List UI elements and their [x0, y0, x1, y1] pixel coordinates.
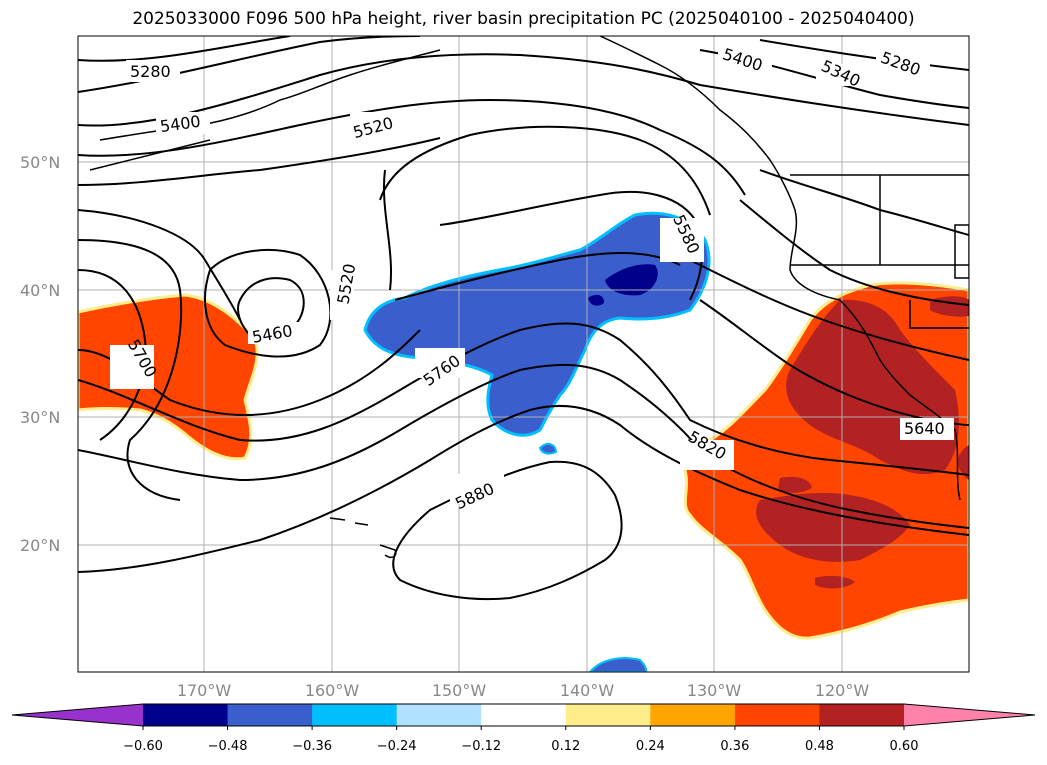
- lat-label-20n: 20°N: [20, 536, 60, 555]
- colorbar-segment: [650, 704, 736, 726]
- lat-label-30n: 30°N: [20, 408, 60, 427]
- lon-label-140w: 140°W: [560, 681, 615, 700]
- colorbar-tick-label: −0.36: [292, 739, 332, 754]
- colorbar-tick-label: −0.48: [208, 739, 248, 754]
- lon-label-160w: 160°W: [305, 681, 360, 700]
- contour-label-5280-west: 5280: [130, 62, 171, 81]
- colorbar-tick-label: 0.12: [551, 739, 580, 754]
- colorbar-segment: [565, 704, 651, 726]
- lat-labels: 50°N 40°N 30°N 20°N: [20, 153, 60, 555]
- colorbar-segment: [227, 704, 313, 726]
- colorbar-segments: [12, 704, 1035, 726]
- colorbar-tick-label: −0.60: [123, 739, 163, 754]
- lat-label-50n: 50°N: [20, 153, 60, 172]
- precip-negative-fill: [363, 211, 711, 672]
- map-frame: [77, 35, 970, 673]
- map-title: 2025033000 F096 500 hPa height, river ba…: [132, 9, 915, 29]
- colorbar-extend-high: [904, 704, 1035, 726]
- colorbar: −0.60 −0.48 −0.36 −0.24 −0.12 0.12 0.24 0.36 0.4…: [11, 703, 1036, 754]
- colorbar-tick-label: −0.12: [461, 739, 501, 754]
- contour-label-5520-south: 5520: [333, 262, 359, 305]
- contour-label-5640: 5640: [904, 419, 945, 438]
- lon-label-120w: 120°W: [815, 681, 870, 700]
- colorbar-tick-label: 0.60: [890, 739, 919, 754]
- lon-label-150w: 150°W: [432, 681, 487, 700]
- colorbar-extend-low: [12, 704, 143, 726]
- lat-label-40n: 40°N: [20, 281, 60, 300]
- colorbar-segment: [312, 704, 398, 726]
- colorbar-segment: [396, 704, 482, 726]
- lon-label-130w: 130°W: [687, 681, 742, 700]
- map-area: [78, 36, 969, 672]
- colorbar-segment: [734, 704, 820, 726]
- colorbar-segment: [819, 704, 905, 726]
- colorbar-segment: [143, 704, 229, 726]
- colorbar-ticks: −0.60 −0.48 −0.36 −0.24 −0.12 0.12 0.24 0.36 0.4…: [123, 726, 918, 754]
- lon-label-170w: 170°W: [177, 681, 232, 700]
- colorbar-tick-label: 0.36: [720, 739, 749, 754]
- colorbar-segment: [481, 704, 567, 726]
- colorbar-outline: [11, 703, 1036, 727]
- colorbar-tick-label: −0.24: [377, 739, 417, 754]
- colorbar-tick-label: 0.48: [805, 739, 834, 754]
- colorbar-tick-label: 0.24: [636, 739, 665, 754]
- coastlines: [89, 36, 969, 558]
- lon-labels: 170°W 160°W 150°W 140°W 130°W 120°W: [177, 681, 870, 700]
- precip-positive-fill-west: [78, 293, 259, 461]
